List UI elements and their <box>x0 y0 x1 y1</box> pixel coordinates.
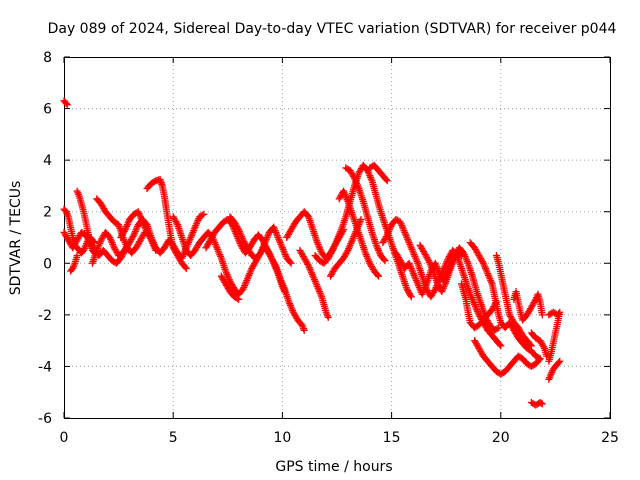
data-point <box>173 219 181 227</box>
data-point <box>233 295 241 303</box>
x-tick-label: 20 <box>492 430 510 446</box>
data-point <box>357 215 365 223</box>
data-point <box>496 341 504 349</box>
data-point <box>146 235 154 243</box>
data-point <box>304 260 312 268</box>
x-tick-label: 0 <box>60 430 69 446</box>
x-tick-label: 25 <box>601 430 619 446</box>
data-point <box>182 264 190 272</box>
data-point <box>235 295 243 303</box>
y-tick-label: 0 <box>43 256 52 272</box>
data-point <box>493 325 501 333</box>
data-point <box>264 247 272 255</box>
data-point <box>383 177 391 185</box>
y-tick-label: 4 <box>43 153 52 169</box>
data-point <box>63 101 71 109</box>
data-point <box>122 243 130 251</box>
y-tick-label: -2 <box>38 308 52 324</box>
data-point <box>531 297 539 305</box>
data-point <box>556 357 564 365</box>
data-point <box>324 313 332 321</box>
data-point <box>538 400 546 408</box>
data-point <box>343 248 351 256</box>
data-point <box>328 248 336 256</box>
data-point <box>350 173 358 181</box>
y-tick-label: -4 <box>38 359 52 375</box>
data-point <box>555 359 563 367</box>
data-point <box>407 293 415 301</box>
data-points <box>60 97 564 409</box>
data-point <box>406 291 414 299</box>
data-point <box>478 258 486 266</box>
x-tick-label: 5 <box>169 430 178 446</box>
data-point <box>286 258 294 266</box>
data-point <box>62 99 70 107</box>
data-point <box>430 287 438 295</box>
data-point <box>200 210 208 218</box>
chart-title: Day 089 of 2024, Sidereal Day-to-day VTE… <box>48 21 617 37</box>
y-tick-label: 8 <box>43 50 52 66</box>
data-point <box>373 271 381 279</box>
data-point <box>129 232 137 240</box>
data-point <box>536 355 544 363</box>
data-point <box>381 257 389 265</box>
data-point <box>382 232 390 240</box>
data-point <box>540 343 548 351</box>
data-point <box>123 241 131 249</box>
data-point <box>545 357 553 365</box>
data-point <box>120 227 128 235</box>
data-point <box>424 255 432 263</box>
data-point <box>287 259 295 267</box>
data-point <box>374 272 382 280</box>
x-axis-label: GPS time / hours <box>275 459 392 475</box>
y-tick-label: -6 <box>38 411 52 427</box>
data-point <box>380 255 388 263</box>
x-tick-label: 15 <box>383 430 401 446</box>
data-point <box>234 224 242 232</box>
data-point <box>526 341 534 349</box>
data-point <box>538 311 546 319</box>
x-tick-label: 10 <box>273 430 291 446</box>
data-point <box>152 246 160 254</box>
data-point <box>382 175 390 183</box>
data-point <box>495 324 503 332</box>
data-point <box>281 288 289 296</box>
axis-ticks: 0 5 10 15 20 25 -6 -4 -2 0 2 4 6 8 <box>38 50 619 446</box>
y-axis-label: SDTVAR / TECUs <box>8 181 24 296</box>
data-point <box>181 263 189 271</box>
data-point <box>73 252 81 260</box>
data-point <box>527 342 535 350</box>
y-tick-label: 6 <box>43 102 52 118</box>
data-point <box>300 326 308 334</box>
data-point <box>535 356 543 364</box>
data-point <box>198 211 206 219</box>
data-point <box>497 342 505 350</box>
y-tick-label: 2 <box>43 205 52 221</box>
